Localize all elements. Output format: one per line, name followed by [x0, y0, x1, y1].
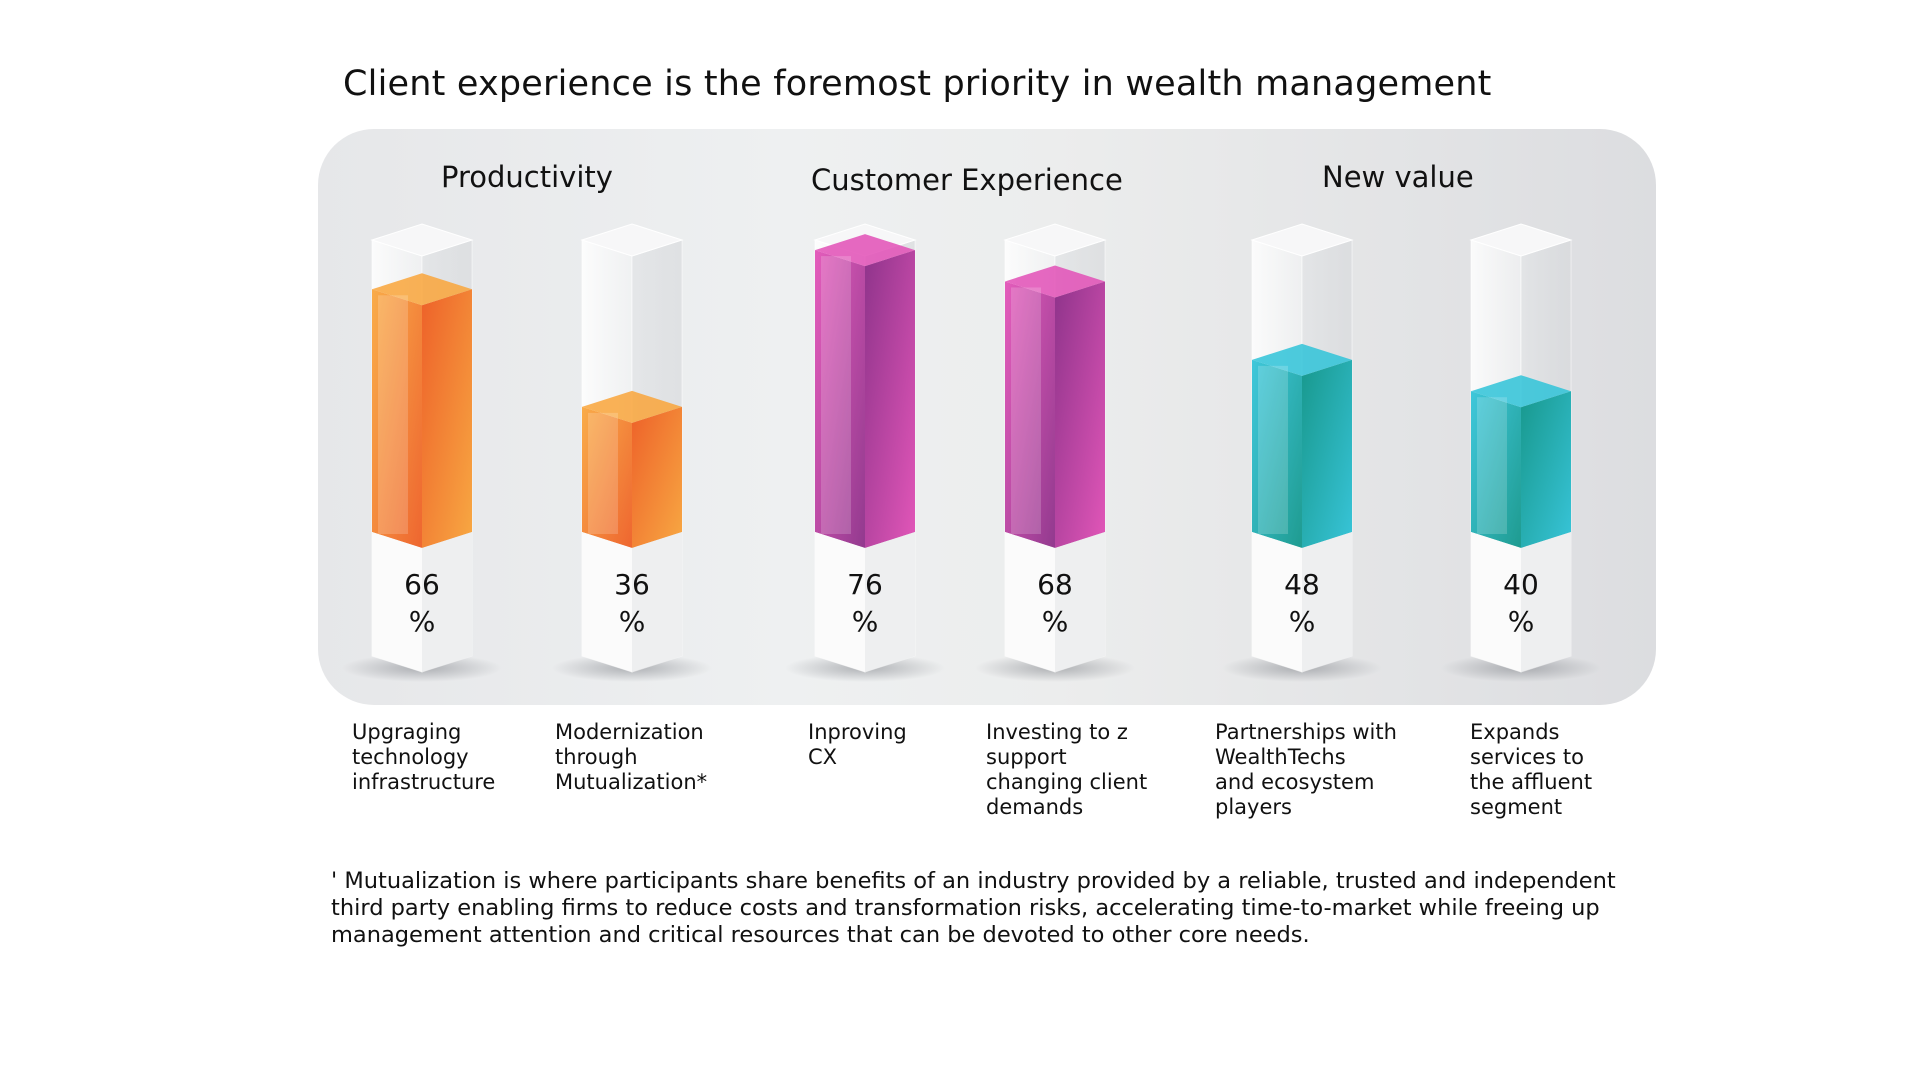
bar-fill-highlight: [1477, 397, 1507, 534]
category-label-2: Modernization through Mutualization*: [555, 720, 708, 794]
bar-base-side: [1521, 532, 1571, 672]
bar-tube-top: [1250, 223, 1354, 257]
bar-percent-label: %: [852, 605, 879, 638]
bar-base-side: [1055, 532, 1105, 672]
bar-fill-top: [582, 390, 682, 423]
bar-value-label: 68: [1037, 568, 1073, 601]
bar-fill-front: [1471, 391, 1521, 548]
bar-tube-top: [370, 223, 474, 257]
bar-base-front: [815, 532, 865, 672]
bar-fill-side: [1302, 359, 1352, 548]
group-label-new-value: New value: [1322, 160, 1474, 194]
bar-fill-front: [372, 289, 422, 548]
bar-fill-highlight: [1258, 365, 1288, 534]
bar-fill-top: [372, 273, 472, 306]
bar-tube-top: [1003, 223, 1107, 257]
category-label-6: Expands services to the affluent segment: [1470, 720, 1593, 819]
bar-2: 36%: [552, 223, 712, 682]
bar-fill-front: [582, 406, 632, 548]
bar-percent-label: %: [619, 605, 646, 638]
bar-3: 76%: [785, 223, 945, 682]
category-label-3: Inproving CX: [808, 720, 907, 769]
bar-fill-top: [815, 234, 915, 267]
bar-1: 66%: [342, 223, 502, 682]
bar-fill-side: [1521, 391, 1571, 548]
bar-fill-front: [1252, 359, 1302, 548]
bar-4: 68%: [975, 223, 1135, 682]
bar-value-label: 76: [847, 568, 883, 601]
bar-percent-label: %: [1042, 605, 1069, 638]
bar-tube-top: [580, 223, 684, 257]
chart-title: Client experience is the foremost priori…: [343, 64, 1492, 104]
bar-fill-front: [815, 250, 865, 548]
bar-value-label: 36: [614, 568, 650, 601]
bar-fill-side: [422, 289, 472, 548]
bar-value-label: 48: [1284, 568, 1320, 601]
bar-fill-top: [1252, 343, 1352, 376]
bar-base-front: [372, 532, 422, 672]
bar-fill-front: [1005, 281, 1055, 548]
bar-base-side: [865, 532, 915, 672]
bar-tube-top: [1469, 223, 1573, 257]
bar-base-side: [1302, 532, 1352, 672]
bar-base-front: [1252, 532, 1302, 672]
bar-percent-label: %: [409, 605, 436, 638]
bar-5: 48%: [1222, 223, 1382, 682]
bar-fill-side: [632, 406, 682, 548]
bar-base-side: [422, 532, 472, 672]
category-label-4: Investing to z support changing client d…: [986, 720, 1148, 819]
bar-fill-highlight: [821, 256, 851, 534]
bar-fill-highlight: [1011, 287, 1041, 534]
bar-6: 40%: [1441, 223, 1601, 682]
bar-fill-highlight: [378, 295, 408, 534]
bar-fill-top: [1471, 375, 1571, 408]
bar-value-label: 40: [1503, 568, 1539, 601]
category-label-1: Upgraging technology infrastructure: [352, 720, 496, 794]
footnote: ' Mutualization is where participants sh…: [331, 868, 1616, 948]
bar-value-label: 66: [404, 568, 440, 601]
bar-fill-top: [1005, 265, 1105, 298]
bar-base-front: [582, 532, 632, 672]
group-label-customer-experience: Customer Experience: [811, 163, 1123, 197]
group-label-productivity: Productivity: [441, 160, 613, 194]
bar-base-front: [1005, 532, 1055, 672]
chart-panel: [318, 129, 1656, 705]
bar-base-front: [1471, 532, 1521, 672]
bar-fill-highlight: [588, 412, 618, 534]
bar-fill-side: [1055, 281, 1105, 548]
bar-percent-label: %: [1289, 605, 1316, 638]
category-label-5: Partnerships with WealthTechs and ecosys…: [1215, 720, 1397, 819]
bar-base-side: [632, 532, 682, 672]
bar-fill-side: [865, 250, 915, 548]
bar-percent-label: %: [1508, 605, 1535, 638]
